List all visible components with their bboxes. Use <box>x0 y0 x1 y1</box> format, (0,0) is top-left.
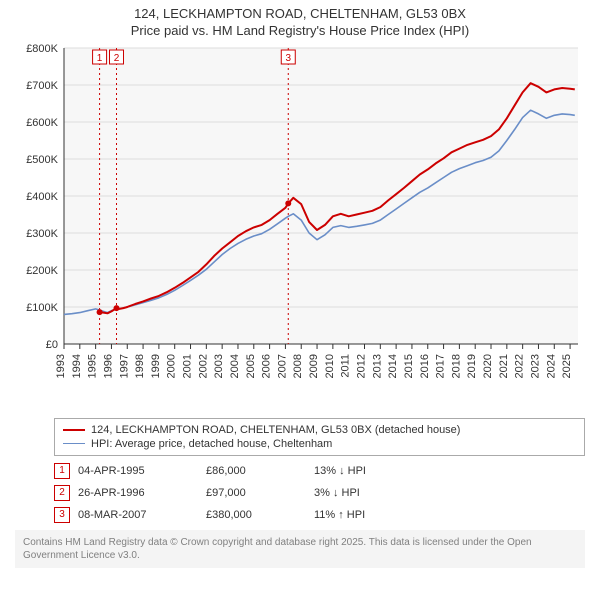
svg-text:1996: 1996 <box>102 354 114 378</box>
svg-text:2005: 2005 <box>245 354 257 378</box>
legend-label: 124, LECKHAMPTON ROAD, CHELTENHAM, GL53 … <box>91 424 460 436</box>
footer-text: Contains HM Land Registry data © Crown c… <box>23 537 532 561</box>
event-marker: 2 <box>54 485 70 501</box>
svg-text:£500K: £500K <box>26 154 58 166</box>
svg-text:£800K: £800K <box>26 43 58 55</box>
svg-text:2009: 2009 <box>308 354 320 378</box>
event-delta: 13% ↓ HPI <box>314 465 434 477</box>
line-chart-svg: £0 £100K £200K £300K £400K £500K £600K £700K £80… <box>10 42 590 412</box>
svg-text:1994: 1994 <box>71 354 83 378</box>
event-row: 3 08-MAR-2007 £380,000 11% ↑ HPI <box>54 504 585 526</box>
svg-text:1998: 1998 <box>134 354 146 378</box>
svg-text:£100K: £100K <box>26 302 58 314</box>
svg-text:2003: 2003 <box>213 354 225 378</box>
svg-text:2000: 2000 <box>166 354 178 378</box>
event-price: £86,000 <box>206 465 306 477</box>
event-delta: 11% ↑ HPI <box>314 509 434 521</box>
event-delta: 3% ↓ HPI <box>314 487 434 499</box>
svg-text:£400K: £400K <box>26 191 58 203</box>
svg-text:£600K: £600K <box>26 117 58 129</box>
svg-text:2018: 2018 <box>450 354 462 378</box>
svg-text:2020: 2020 <box>482 354 494 378</box>
event-marker: 1 <box>54 463 70 479</box>
svg-text:2013: 2013 <box>371 354 383 378</box>
chart-area: £0 £100K £200K £300K £400K £500K £600K £700K £80… <box>10 42 590 412</box>
svg-text:3: 3 <box>285 53 291 64</box>
event-date: 04-APR-1995 <box>78 465 198 477</box>
legend: 124, LECKHAMPTON ROAD, CHELTENHAM, GL53 … <box>54 418 585 456</box>
svg-text:2017: 2017 <box>435 354 447 378</box>
events-table: 1 04-APR-1995 £86,000 13% ↓ HPI 2 26-APR-1996… <box>54 460 585 526</box>
svg-text:£0: £0 <box>46 339 58 351</box>
legend-label: HPI: Average price, detached house, Chel… <box>91 438 332 450</box>
legend-swatch <box>63 429 85 431</box>
event-marker: 3 <box>54 507 70 523</box>
title-line2: Price paid vs. HM Land Registry's House … <box>0 23 600 40</box>
svg-text:2024: 2024 <box>545 354 557 378</box>
svg-text:1: 1 <box>97 53 103 64</box>
svg-text:2001: 2001 <box>182 354 194 378</box>
svg-text:£200K: £200K <box>26 265 58 277</box>
title-line1: 124, LECKHAMPTON ROAD, CHELTENHAM, GL53 … <box>0 6 600 23</box>
svg-text:2014: 2014 <box>387 354 399 378</box>
svg-text:2002: 2002 <box>197 354 209 378</box>
legend-row: 124, LECKHAMPTON ROAD, CHELTENHAM, GL53 … <box>63 423 576 437</box>
svg-text:2025: 2025 <box>561 354 573 378</box>
svg-text:2007: 2007 <box>276 354 288 378</box>
svg-text:1993: 1993 <box>55 354 67 378</box>
svg-text:1999: 1999 <box>150 354 162 378</box>
event-price: £380,000 <box>206 509 306 521</box>
svg-text:2022: 2022 <box>514 354 526 378</box>
legend-row: HPI: Average price, detached house, Chel… <box>63 437 576 451</box>
svg-text:£300K: £300K <box>26 228 58 240</box>
svg-text:2004: 2004 <box>229 354 241 378</box>
svg-text:2016: 2016 <box>419 354 431 378</box>
footer-attribution: Contains HM Land Registry data © Crown c… <box>15 530 585 568</box>
svg-text:1995: 1995 <box>87 354 99 378</box>
svg-text:2023: 2023 <box>529 354 541 378</box>
event-row: 1 04-APR-1995 £86,000 13% ↓ HPI <box>54 460 585 482</box>
svg-text:2: 2 <box>114 53 120 64</box>
svg-text:2012: 2012 <box>355 354 367 378</box>
svg-text:2019: 2019 <box>466 354 478 378</box>
legend-swatch <box>63 443 85 444</box>
svg-text:2010: 2010 <box>324 354 336 378</box>
event-price: £97,000 <box>206 487 306 499</box>
svg-text:2008: 2008 <box>292 354 304 378</box>
svg-text:2006: 2006 <box>261 354 273 378</box>
svg-text:2011: 2011 <box>340 354 352 378</box>
chart-title: 124, LECKHAMPTON ROAD, CHELTENHAM, GL53 … <box>0 0 600 42</box>
event-date: 08-MAR-2007 <box>78 509 198 521</box>
svg-text:£700K: £700K <box>26 80 58 92</box>
svg-text:2015: 2015 <box>403 354 415 378</box>
svg-text:2021: 2021 <box>498 354 510 378</box>
svg-text:1997: 1997 <box>118 354 130 378</box>
event-date: 26-APR-1996 <box>78 487 198 499</box>
event-row: 2 26-APR-1996 £97,000 3% ↓ HPI <box>54 482 585 504</box>
